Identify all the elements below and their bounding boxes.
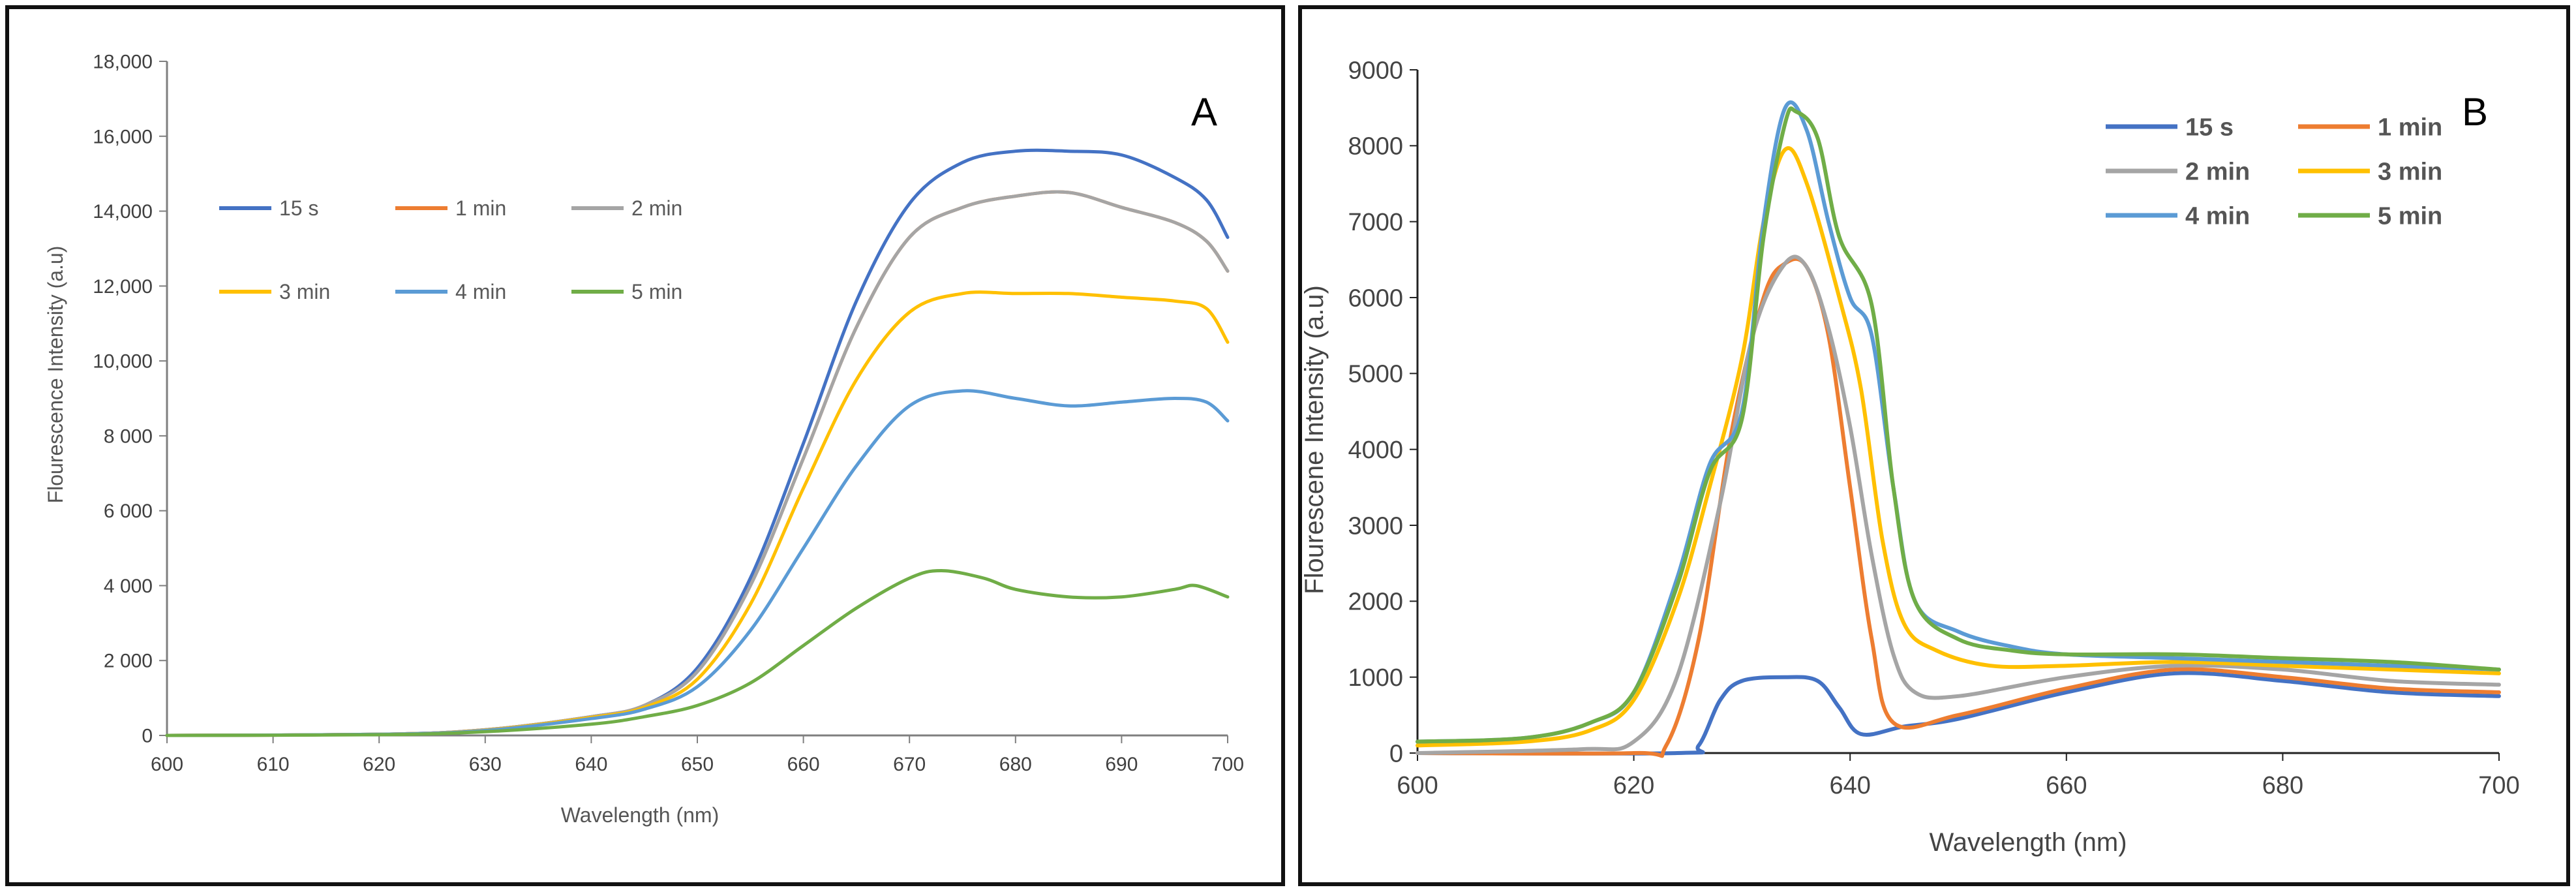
y-tick-label: 5000 <box>1348 361 1403 388</box>
y-tick-label: 14,000 <box>93 201 153 223</box>
legend-label-5-min: 5 min <box>2378 202 2442 230</box>
series-line-4-min <box>165 389 1230 737</box>
x-tick-label: 670 <box>893 754 926 775</box>
y-tick-label: 2000 <box>1348 589 1403 616</box>
x-tick-label: 620 <box>1613 772 1654 799</box>
x-tick-label: 640 <box>1829 772 1870 799</box>
y-tick-label: 8000 <box>1348 133 1403 161</box>
x-tick-label: 610 <box>257 754 290 775</box>
y-axis-label-b: Flourescene Intensity (a.u) <box>1302 285 1329 594</box>
series-line-15-s <box>165 148 1230 737</box>
x-tick-label: 690 <box>1105 754 1138 775</box>
x-tick-label: 600 <box>151 754 183 775</box>
y-tick-label: 7000 <box>1348 209 1403 236</box>
y-tick-label: 8 000 <box>104 425 153 447</box>
legend-label-15-s: 15 s <box>279 196 318 220</box>
x-tick-label: 640 <box>575 754 607 775</box>
legend-label-4-min: 4 min <box>2185 202 2250 230</box>
chart-panel-a: 0 2 000 4 000 6 000 8 000 10,000 12,000 14,000 1… <box>5 5 1285 886</box>
series-line-1-min <box>165 190 1230 737</box>
panel-letter-b: B <box>2462 90 2488 134</box>
y-tick-label: 4 000 <box>104 576 153 597</box>
panel-letter-a: A <box>1191 90 1217 134</box>
legend-label-2-min: 2 min <box>2185 158 2250 185</box>
series-line-3-min <box>1416 146 2501 748</box>
x-tick-label: 630 <box>469 754 502 775</box>
series-line-5-min <box>165 569 1230 737</box>
x-tick-label: 600 <box>1397 772 1438 799</box>
y-tick-label: 3000 <box>1348 512 1403 540</box>
x-tick-label: 680 <box>999 754 1032 775</box>
chart-b-svg: 0 1000 2000 3000 4000 5000 6000 7000 8000 9000 600… <box>1302 57 2520 857</box>
legend-label-3-min: 3 min <box>2378 158 2442 185</box>
chart-panel-b: 0 1000 2000 3000 4000 5000 6000 7000 8000 9000 600… <box>1298 5 2570 886</box>
x-tick-label: 650 <box>681 754 714 775</box>
x-axis-label-b: Wavelength (nm) <box>1929 828 2127 857</box>
x-tick-label: 700 <box>2478 772 2519 799</box>
legend-label-1-min: 1 min <box>2378 114 2442 141</box>
legend-label-4-min: 4 min <box>455 280 506 303</box>
series-line-4-min <box>1416 100 2501 744</box>
y-tick-label: 6000 <box>1348 285 1403 312</box>
legend-label-2-min: 2 min <box>631 196 682 220</box>
y-tick-label: 0 <box>142 726 153 747</box>
x-tick-label: 700 <box>1211 754 1244 775</box>
legend-label-5-min: 5 min <box>631 280 682 303</box>
y-tick-label: 16,000 <box>93 126 153 147</box>
x-axis-label-a: Wavelength (nm) <box>561 803 719 827</box>
series-line-5-min <box>1416 106 2501 744</box>
x-tick-label: 620 <box>363 754 395 775</box>
y-axis-label-a: Flourescence Intensity (a.u) <box>44 246 67 504</box>
x-tick-label: 680 <box>2262 772 2303 799</box>
y-tick-label: 12,000 <box>93 276 153 298</box>
y-tick-label: 1000 <box>1348 664 1403 692</box>
y-tick-label: 0 <box>1389 740 1403 767</box>
y-tick-label: 10,000 <box>93 351 153 373</box>
x-tick-label: 660 <box>787 754 820 775</box>
series-line-2-min <box>165 190 1230 737</box>
series-line-2-min <box>1416 254 2501 755</box>
y-tick-label: 2 000 <box>104 651 153 672</box>
y-tick-label: 6 000 <box>104 501 153 522</box>
y-tick-label: 9000 <box>1348 57 1403 84</box>
series-line-15-s <box>1416 671 2501 756</box>
legend-label-15-s: 15 s <box>2185 114 2234 141</box>
y-tick-label: 4000 <box>1348 437 1403 464</box>
x-tick-label: 660 <box>2046 772 2087 799</box>
chart-a-svg: 0 2 000 4 000 6 000 8 000 10,000 12,000 14,000 1… <box>44 52 1244 827</box>
legend-label-3-min: 3 min <box>279 280 330 303</box>
legend-label-1-min: 1 min <box>455 196 506 220</box>
y-tick-label: 18,000 <box>93 52 153 73</box>
series-line-1-min <box>1416 256 2501 758</box>
